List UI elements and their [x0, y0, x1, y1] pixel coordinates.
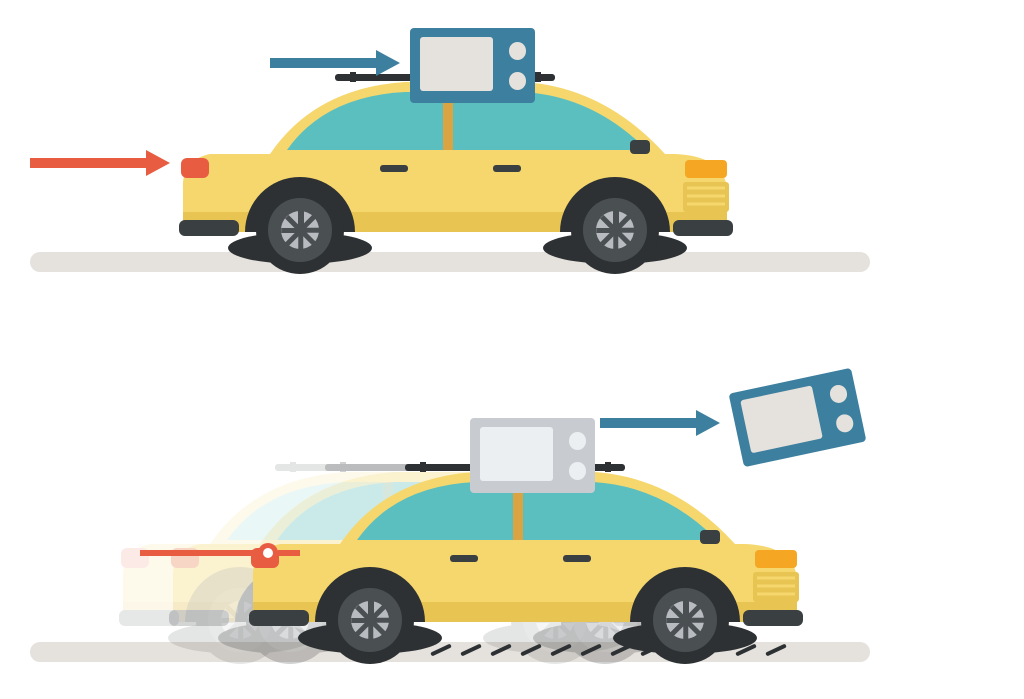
arrow-car-motion-scene1 — [30, 150, 170, 176]
tv-box-flying-scene2 — [729, 368, 867, 467]
brake-indicator-icon — [140, 540, 305, 566]
tv-box-ghost-scene2 — [470, 418, 595, 493]
arrow-box-motion-scene1 — [270, 50, 400, 76]
arrow-box-motion-scene2 — [600, 410, 720, 436]
tv-box-scene1 — [410, 28, 535, 103]
inertia-diagram — [0, 0, 1024, 699]
